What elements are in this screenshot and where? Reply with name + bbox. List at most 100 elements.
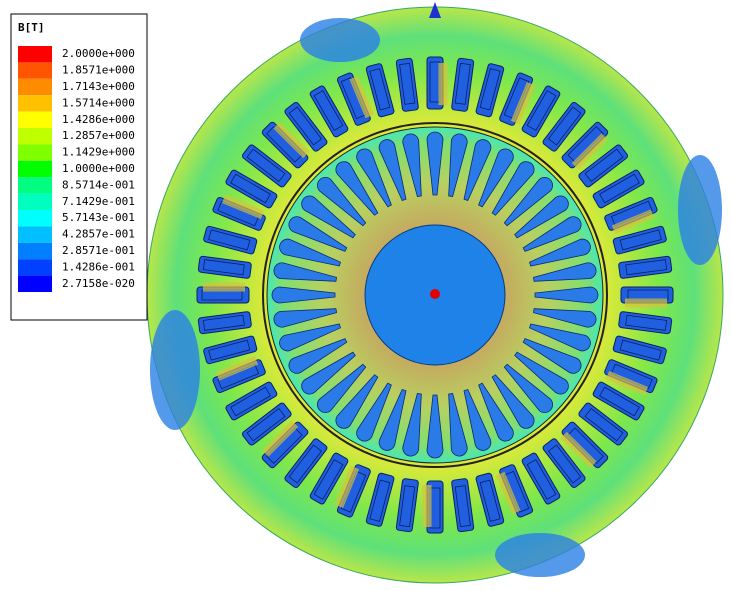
rotor-bar-shape — [463, 139, 492, 202]
slot — [242, 144, 292, 188]
slot — [261, 420, 309, 469]
rotor-bar — [503, 363, 553, 413]
slot-coil — [230, 173, 271, 204]
slot-body — [578, 144, 628, 188]
legend-label: 2.0000e+000 — [62, 47, 135, 60]
tooth-band — [625, 298, 667, 308]
rotor-bar-shape — [448, 133, 468, 197]
tooth-band — [611, 209, 655, 234]
slot — [203, 225, 258, 255]
slot-coil — [547, 106, 582, 146]
slot-body — [475, 472, 505, 527]
slot — [242, 402, 292, 446]
slot-coil — [246, 407, 286, 442]
slot — [618, 255, 673, 279]
slot — [426, 56, 448, 110]
rotor-bar — [301, 195, 356, 239]
slot — [365, 63, 395, 118]
slot — [336, 72, 374, 126]
slot — [334, 464, 371, 518]
rotor-bar — [522, 216, 582, 252]
rotor-bar — [533, 308, 597, 328]
rotor-bar — [528, 323, 591, 352]
rotor-bar — [528, 238, 591, 267]
slot-coil — [599, 386, 640, 417]
rotor-bar — [402, 133, 422, 197]
slot — [496, 464, 534, 518]
legend-swatch — [18, 210, 52, 227]
rotor-bar-shape — [528, 238, 591, 267]
slot — [604, 359, 658, 396]
tooth-band — [560, 431, 597, 468]
slot — [197, 311, 252, 335]
legend-swatch — [18, 46, 52, 63]
rotor-bar-shape — [491, 374, 535, 429]
slot-coil — [479, 479, 501, 522]
rotor-bar-shape — [356, 382, 392, 442]
rotor-bar — [271, 286, 336, 304]
rotor-bar-shape — [402, 393, 422, 457]
slot-coil — [479, 68, 501, 111]
slot-body — [365, 63, 395, 118]
slot — [592, 381, 645, 421]
slot-coil — [584, 148, 624, 183]
rotor-bar-shape — [448, 393, 468, 457]
slot-coil — [399, 485, 416, 528]
tooth-band — [605, 370, 649, 396]
top-marker — [429, 2, 441, 18]
tooth-band — [496, 471, 521, 515]
slot — [578, 144, 628, 188]
tooth-band — [510, 81, 536, 125]
legend-swatch — [18, 78, 52, 96]
rotor-bar — [448, 133, 468, 197]
legend-swatch — [18, 275, 52, 292]
rotor-bar-shape — [317, 363, 367, 413]
slot-body — [592, 169, 645, 209]
slot — [475, 472, 505, 527]
tooth-band — [334, 465, 360, 509]
slot — [604, 196, 658, 234]
slot — [542, 102, 586, 152]
rotor-bar — [463, 139, 492, 202]
slot — [475, 63, 505, 118]
legend-label: 2.7158e-020 — [62, 277, 135, 290]
center-marker — [430, 289, 440, 299]
slot-coil — [399, 62, 416, 105]
legend-swatch — [18, 193, 52, 210]
slot-coil — [619, 229, 662, 251]
slot-coil — [313, 459, 344, 500]
rotor-bar — [478, 382, 514, 442]
rotor-bar — [335, 161, 379, 216]
rotor-bar-shape — [534, 286, 599, 304]
rotor-bar — [378, 388, 407, 451]
rotor-bar-shape — [317, 177, 367, 227]
rotor-bars — [271, 131, 599, 459]
slot — [612, 225, 667, 255]
rotor-bar-shape — [503, 363, 553, 413]
slot-body — [365, 472, 395, 527]
slot — [261, 121, 310, 169]
rotor-bar — [317, 177, 367, 227]
slot — [284, 102, 328, 152]
rotor-bar-shape — [335, 161, 379, 216]
rotor-bar — [426, 394, 444, 459]
legend-title: B[T] — [18, 21, 45, 34]
slot-body — [309, 85, 349, 138]
legend-swatch — [18, 242, 52, 260]
rotor-bar — [356, 382, 392, 442]
slot-coil — [208, 339, 251, 361]
slot — [212, 194, 266, 231]
slot-coil — [288, 106, 323, 146]
rotor-bar-shape — [378, 139, 407, 202]
legend-swatch — [18, 144, 52, 161]
slot — [451, 478, 475, 533]
slot-coil — [202, 259, 245, 276]
rotor-bar-shape — [288, 216, 348, 252]
rotor-bar-shape — [279, 323, 342, 352]
slot-body — [618, 255, 673, 279]
rotor-bar-shape — [514, 351, 569, 395]
slot — [451, 57, 475, 112]
slot-body — [395, 478, 419, 533]
